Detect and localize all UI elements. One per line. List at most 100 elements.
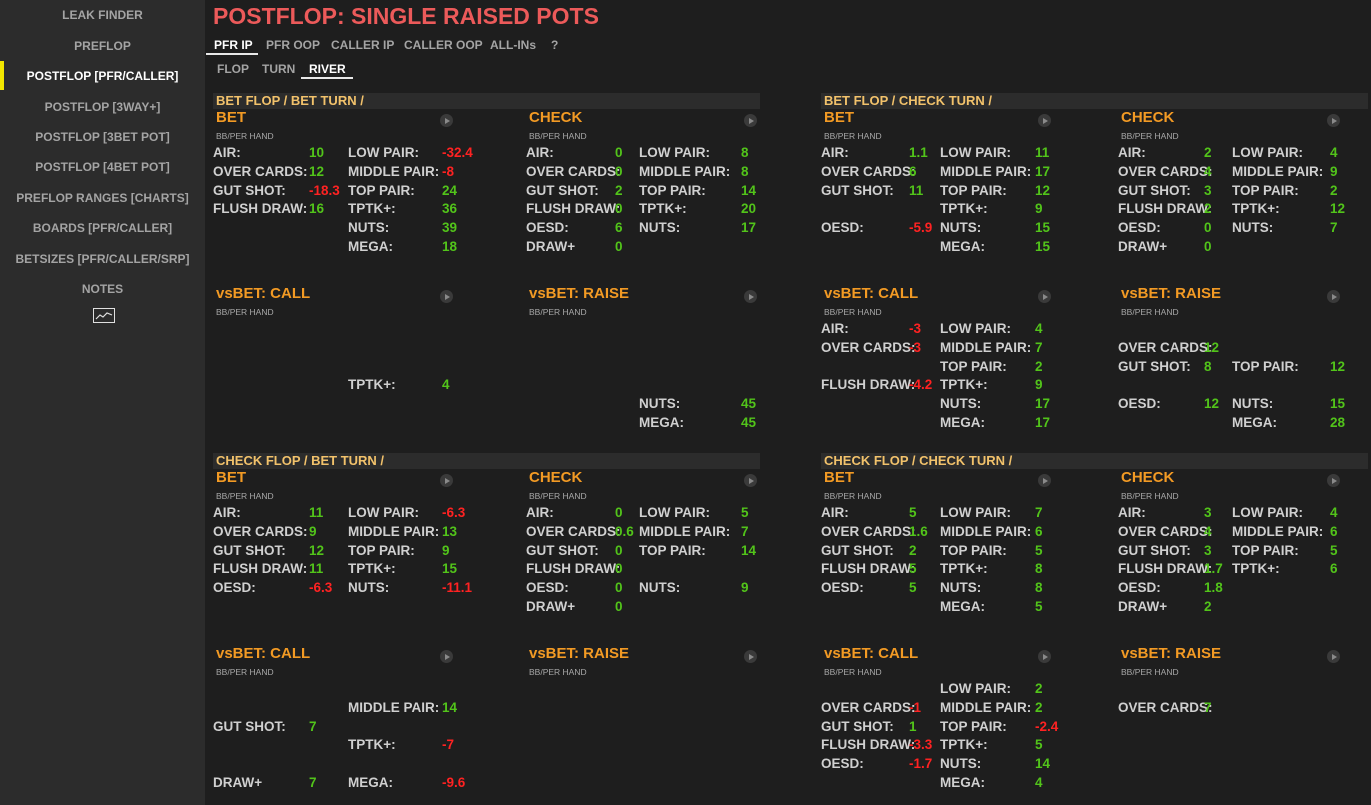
stat-value[interactable]: 4: [1204, 523, 1212, 539]
stat-value[interactable]: 0: [615, 239, 623, 254]
play-icon[interactable]: [1327, 650, 1340, 663]
stat-value[interactable]: 7: [309, 775, 317, 790]
stat-value[interactable]: 17: [1035, 415, 1051, 430]
stat-value[interactable]: 14: [442, 699, 458, 715]
stat-value[interactable]: 5: [1035, 737, 1043, 753]
stat-value[interactable]: -3: [909, 339, 922, 355]
stat-value[interactable]: -7: [442, 737, 455, 753]
stat-value[interactable]: -8: [442, 163, 455, 179]
play-icon[interactable]: [1327, 114, 1340, 127]
stat-value[interactable]: 18: [442, 239, 458, 254]
stat-value[interactable]: 11: [909, 182, 924, 198]
stat-value[interactable]: 6: [1330, 561, 1338, 577]
stat-value[interactable]: 14: [1035, 756, 1051, 772]
stat-value[interactable]: 20: [741, 201, 757, 217]
stat-value[interactable]: 4: [1204, 163, 1212, 179]
stat-value[interactable]: 14: [741, 182, 757, 198]
stat-value[interactable]: 12: [1204, 339, 1220, 355]
nav-leak-finder[interactable]: LEAK FINDER: [62, 8, 143, 22]
stat-value[interactable]: 36: [442, 201, 458, 217]
stat-value[interactable]: 14: [741, 542, 757, 558]
stat-value[interactable]: 0: [615, 163, 623, 179]
stat-value[interactable]: 15: [1035, 220, 1051, 236]
stat-value[interactable]: 6: [1330, 523, 1338, 539]
subtab-flop[interactable]: FLOP: [217, 62, 249, 76]
stat-value[interactable]: 13: [442, 523, 458, 539]
stat-value[interactable]: 3: [1204, 505, 1212, 520]
subtab-turn[interactable]: TURN: [262, 62, 296, 76]
stat-value[interactable]: 1: [909, 718, 917, 734]
stat-value[interactable]: 0: [615, 599, 623, 614]
nav-postflop-3bet-pot[interactable]: POSTFLOP [3BET POT]: [35, 130, 170, 144]
play-icon[interactable]: [744, 290, 757, 303]
stat-value[interactable]: 12: [1330, 201, 1346, 217]
stat-value[interactable]: 7: [1204, 699, 1212, 715]
stat-value[interactable]: 12: [1204, 396, 1220, 412]
play-icon[interactable]: [1327, 474, 1340, 487]
stat-value[interactable]: 0: [615, 542, 623, 558]
stat-value[interactable]: 5: [1035, 542, 1043, 558]
stat-value[interactable]: 1.8: [1204, 580, 1223, 596]
nav-preflop[interactable]: PREFLOP: [74, 39, 131, 53]
stat-value[interactable]: 5: [741, 505, 749, 520]
stat-value[interactable]: 9: [1330, 163, 1338, 179]
stat-value[interactable]: -1: [909, 699, 922, 715]
stat-value[interactable]: 17: [1035, 163, 1051, 179]
play-icon[interactable]: [440, 474, 453, 487]
stat-value[interactable]: 2: [1035, 681, 1043, 696]
stat-value[interactable]: 9: [1035, 201, 1043, 217]
stat-value[interactable]: 0.6: [615, 523, 634, 539]
stat-value[interactable]: 10: [309, 145, 325, 160]
stat-value[interactable]: 9: [442, 542, 450, 558]
stat-value[interactable]: -5.9: [909, 220, 933, 236]
stat-value[interactable]: 4: [1035, 321, 1043, 336]
stat-value[interactable]: 2: [1035, 358, 1043, 374]
play-icon[interactable]: [1038, 114, 1051, 127]
stat-value[interactable]: 7: [1330, 220, 1338, 236]
stat-value[interactable]: 2: [615, 182, 623, 198]
stat-value[interactable]: 2: [1330, 182, 1338, 198]
stat-value[interactable]: 12: [309, 542, 325, 558]
stat-value[interactable]: 9: [741, 580, 749, 596]
play-icon[interactable]: [744, 650, 757, 663]
tab-help[interactable]: ?: [551, 38, 559, 52]
stat-value[interactable]: -6.3: [309, 580, 333, 596]
stat-value[interactable]: 16: [309, 201, 325, 217]
tab-all-ins[interactable]: ALL-INs: [490, 38, 536, 52]
stat-value[interactable]: 0: [615, 505, 623, 520]
stat-value[interactable]: 0: [1204, 220, 1212, 236]
stat-value[interactable]: 5: [909, 505, 917, 520]
play-icon[interactable]: [744, 474, 757, 487]
stat-value[interactable]: 1.1: [909, 145, 928, 160]
stat-value[interactable]: 12: [309, 163, 325, 179]
stat-value[interactable]: 4: [1330, 145, 1338, 160]
stat-value[interactable]: 15: [442, 561, 458, 577]
stat-value[interactable]: -3.3: [909, 737, 933, 753]
stat-value[interactable]: -9.6: [442, 775, 466, 790]
play-icon[interactable]: [440, 114, 453, 127]
tab-caller-oop[interactable]: CALLER OOP: [404, 38, 483, 52]
stat-value[interactable]: 15: [1035, 239, 1051, 254]
stat-value[interactable]: 24: [442, 182, 458, 198]
stat-value[interactable]: 9: [1035, 377, 1043, 393]
play-icon[interactable]: [1038, 474, 1051, 487]
stat-value[interactable]: -2.4: [1035, 718, 1059, 734]
tab-pfr-oop[interactable]: PFR OOP: [266, 38, 321, 52]
stat-value[interactable]: 0: [615, 561, 623, 577]
stat-value[interactable]: -1.7: [909, 756, 933, 772]
stat-value[interactable]: -6.3: [442, 505, 466, 520]
nav-boards[interactable]: BOARDS [PFR/CALLER]: [32, 221, 173, 235]
stat-value[interactable]: 0: [615, 201, 623, 217]
stat-value[interactable]: -18.3: [309, 182, 340, 198]
stat-value[interactable]: 45: [741, 415, 757, 430]
stat-value[interactable]: 2: [1204, 201, 1212, 217]
stat-value[interactable]: 17: [1035, 396, 1051, 412]
stat-value[interactable]: 4: [442, 377, 450, 393]
stat-value[interactable]: 11: [1035, 145, 1050, 160]
stat-value[interactable]: 12: [1035, 182, 1051, 198]
stat-value[interactable]: 7: [309, 718, 317, 734]
nav-betsizes[interactable]: BETSIZES [PFR/CALLER/SRP]: [15, 252, 190, 266]
play-icon[interactable]: [1327, 290, 1340, 303]
stat-value[interactable]: 3: [1204, 182, 1212, 198]
stat-value[interactable]: 8: [741, 145, 749, 160]
